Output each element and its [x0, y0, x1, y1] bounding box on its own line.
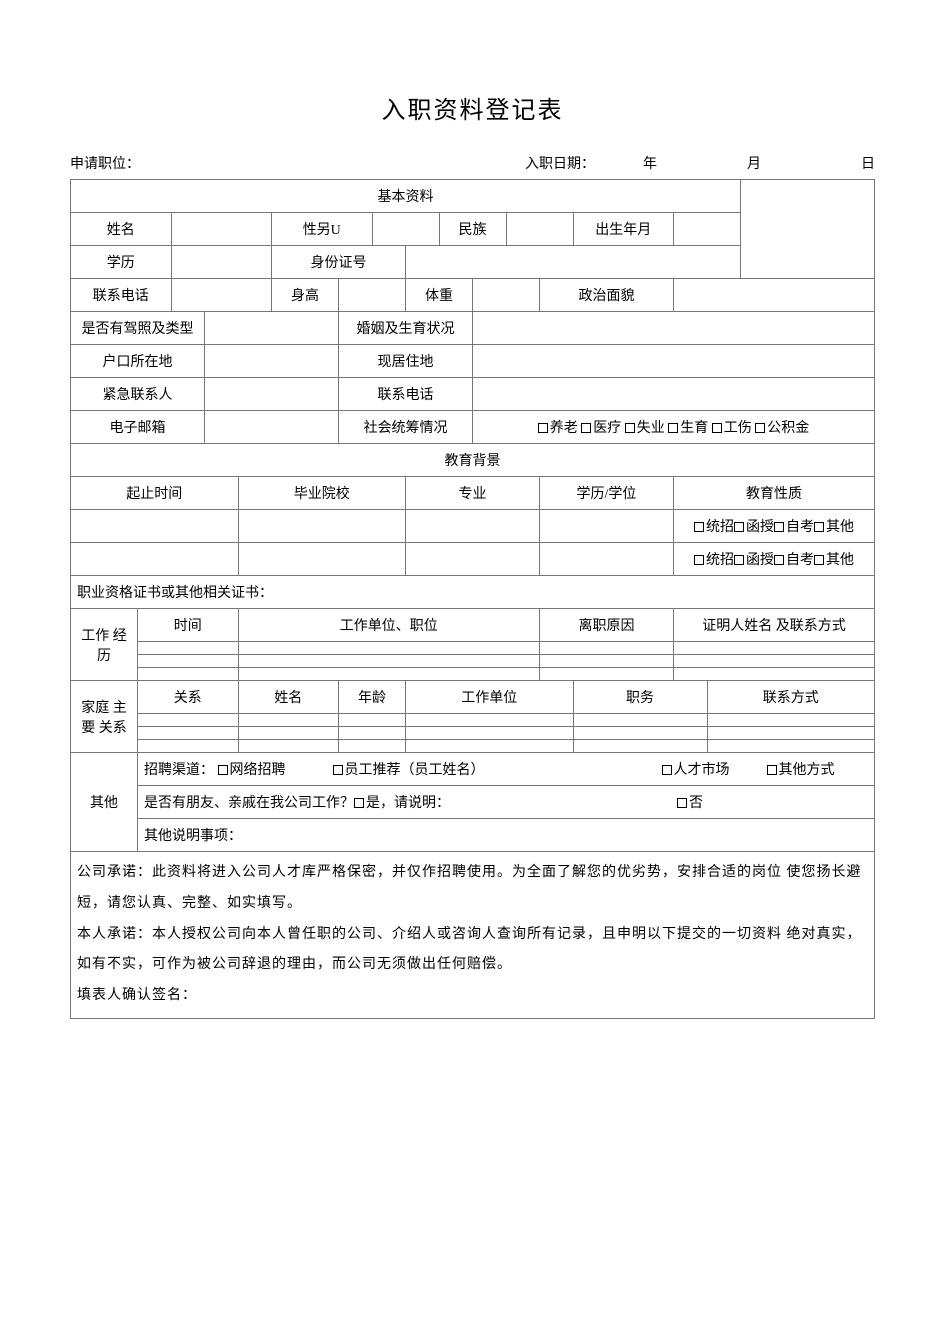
label-birth: 出生年月: [573, 213, 674, 246]
field-id[interactable]: [406, 246, 741, 279]
field-birth[interactable]: [674, 213, 741, 246]
label-name: 姓名: [71, 213, 172, 246]
registration-table: 基本资料 姓名 性另U 民族 出生年月 学历 身份证号 联系电话 身高 体重: [70, 179, 875, 1019]
field-edu[interactable]: [171, 246, 272, 279]
edu-row[interactable]: 统招函授自考其他: [71, 543, 875, 576]
field-hukou[interactable]: [205, 345, 339, 378]
channel-row[interactable]: 招聘渠道： 网络招聘 员工推荐（员工姓名） 人才市场 其他方式: [138, 753, 875, 786]
label-nation: 民族: [439, 213, 506, 246]
work-col-company: 工作单位、职位: [238, 609, 540, 642]
top-info-line: 申请职位： 入职日期： 年 月 日: [70, 153, 875, 173]
fam-col-contact: 联系方式: [707, 681, 875, 714]
label-residence: 现居住地: [339, 345, 473, 378]
certificate-row[interactable]: 职业资格证书或其他相关证书：: [71, 576, 875, 609]
fam-col-age: 年龄: [339, 681, 406, 714]
field-name[interactable]: [171, 213, 272, 246]
field-weight[interactable]: [473, 279, 540, 312]
declaration-block: 公司承诺：此资料将进入公司人才库严格保密，并仅作招聘使用。为全面了解您的优劣势，…: [71, 852, 875, 1019]
section-work: 工作 经 历: [71, 609, 138, 681]
apply-position-label: 申请职位：: [70, 153, 140, 173]
work-col-time: 时间: [138, 609, 239, 642]
section-other: 其他: [71, 753, 138, 852]
edu-col-school: 毕业院校: [238, 477, 406, 510]
notes-row[interactable]: 其他说明事项：: [138, 819, 875, 852]
family-row[interactable]: [71, 740, 875, 753]
edu-col-degree: 学历/学位: [540, 477, 674, 510]
field-marriage[interactable]: [473, 312, 875, 345]
year-label: 年: [643, 153, 657, 173]
fam-col-name: 姓名: [238, 681, 339, 714]
field-gender[interactable]: [372, 213, 439, 246]
family-row[interactable]: [71, 714, 875, 727]
month-label: 月: [747, 153, 761, 173]
label-weight: 体重: [406, 279, 473, 312]
friend-row[interactable]: 是否有朋友、亲戚在我公司工作？是，请说明： 否: [138, 786, 875, 819]
label-ephone: 联系电话: [339, 378, 473, 411]
edu-col-period: 起止时间: [71, 477, 239, 510]
label-social: 社会统筹情况: [339, 411, 473, 444]
label-gender: 性另U: [272, 213, 373, 246]
field-nation[interactable]: [506, 213, 573, 246]
fam-col-company: 工作单位: [406, 681, 574, 714]
company-promise: 公司承诺：此资料将进入公司人才库严格保密，并仅作招聘使用。为全面了解您的优劣势，…: [77, 858, 870, 920]
field-social[interactable]: 养老 医疗 失业 生育 工伤 公积金: [473, 411, 875, 444]
label-email: 电子邮箱: [71, 411, 205, 444]
edu-col-type: 教育性质: [674, 477, 875, 510]
field-political[interactable]: [674, 279, 875, 312]
label-id: 身份证号: [272, 246, 406, 279]
day-label: 日: [861, 153, 875, 173]
field-email[interactable]: [205, 411, 339, 444]
edu-col-major: 专业: [406, 477, 540, 510]
field-phone[interactable]: [171, 279, 272, 312]
form-title: 入职资料登记表: [70, 90, 875, 125]
field-height[interactable]: [339, 279, 406, 312]
section-basic: 基本资料: [71, 180, 741, 213]
label-political: 政治面貌: [540, 279, 674, 312]
label-phone: 联系电话: [71, 279, 172, 312]
label-height: 身高: [272, 279, 339, 312]
section-education: 教育背景: [71, 444, 875, 477]
field-ephone[interactable]: [473, 378, 875, 411]
work-col-reason: 离职原因: [540, 609, 674, 642]
section-family: 家庭 主 要 关系: [71, 681, 138, 753]
form-page: 入职资料登记表 申请职位： 入职日期： 年 月 日 基本资料 姓名 性另U: [0, 0, 945, 1079]
field-license[interactable]: [205, 312, 339, 345]
label-marriage: 婚姻及生育状况: [339, 312, 473, 345]
fam-col-position: 职务: [573, 681, 707, 714]
fam-col-relation: 关系: [138, 681, 239, 714]
label-edu: 学历: [71, 246, 172, 279]
label-hukou: 户口所在地: [71, 345, 205, 378]
family-row[interactable]: [71, 727, 875, 740]
work-col-witness: 证明人姓名 及联系方式: [674, 609, 875, 642]
field-emergency[interactable]: [205, 378, 339, 411]
field-residence[interactable]: [473, 345, 875, 378]
self-promise: 本人承诺：本人授权公司向本人曾任职的公司、介绍人或咨询人查询所有记录，且申明以下…: [77, 920, 870, 982]
work-row[interactable]: [71, 655, 875, 668]
photo-area: [741, 180, 875, 279]
entry-date-label: 入职日期：: [525, 153, 595, 173]
work-row[interactable]: [71, 642, 875, 655]
edu-row[interactable]: 统招函授自考其他: [71, 510, 875, 543]
signature-line[interactable]: 填表人确认签名：: [77, 981, 870, 1012]
label-license: 是否有驾照及类型: [71, 312, 205, 345]
work-row[interactable]: [71, 668, 875, 681]
label-emergency: 紧急联系人: [71, 378, 205, 411]
